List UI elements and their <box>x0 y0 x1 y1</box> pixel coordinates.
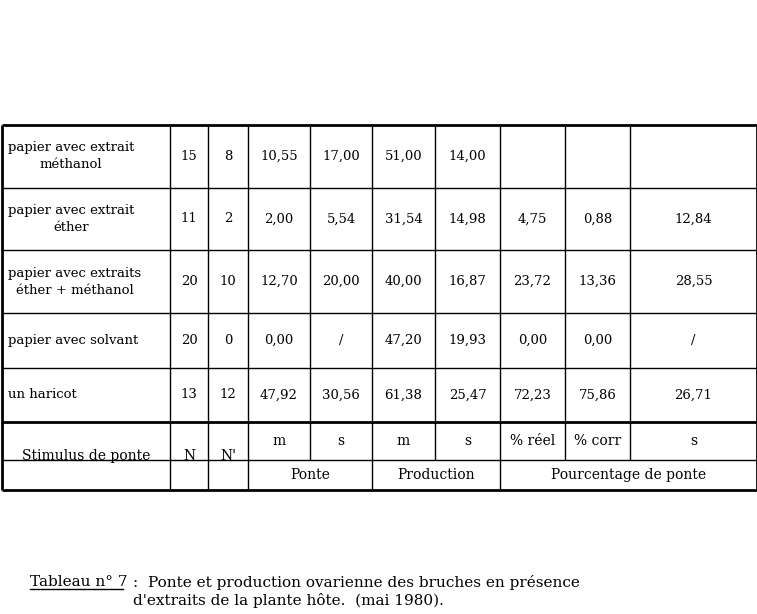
Text: 19,93: 19,93 <box>448 334 487 347</box>
Text: 20: 20 <box>181 334 198 347</box>
Text: 28,55: 28,55 <box>674 275 712 288</box>
Text: 8: 8 <box>224 150 232 163</box>
Text: 10,55: 10,55 <box>260 150 298 163</box>
Text: /: / <box>338 334 343 347</box>
Text: 20: 20 <box>181 275 198 288</box>
Text: d'extraits de la plante hôte.  (mai 1980).: d'extraits de la plante hôte. (mai 1980)… <box>133 593 444 608</box>
Text: 0,00: 0,00 <box>518 334 547 347</box>
Text: 0,88: 0,88 <box>583 212 612 225</box>
Text: Ponte: Ponte <box>290 468 330 482</box>
Text: 4,75: 4,75 <box>518 212 547 225</box>
Text: papier avec extrait
méthanol: papier avec extrait méthanol <box>8 141 135 171</box>
Text: 40,00: 40,00 <box>385 275 422 288</box>
Text: 14,98: 14,98 <box>449 212 487 225</box>
Text: 15: 15 <box>181 150 198 163</box>
Text: 12,84: 12,84 <box>674 212 712 225</box>
Text: 26,71: 26,71 <box>674 389 712 402</box>
Text: papier avec solvant: papier avec solvant <box>8 334 139 347</box>
Text: 20,00: 20,00 <box>322 275 360 288</box>
Text: 14,00: 14,00 <box>449 150 486 163</box>
Text: 61,38: 61,38 <box>385 389 422 402</box>
Text: s: s <box>338 434 344 448</box>
Text: 17,00: 17,00 <box>322 150 360 163</box>
Text: m: m <box>273 434 285 448</box>
Text: 0,00: 0,00 <box>264 334 294 347</box>
Text: 23,72: 23,72 <box>513 275 551 288</box>
Text: m: m <box>397 434 410 448</box>
Text: papier avec extrait
éther: papier avec extrait éther <box>8 204 135 234</box>
Text: 10: 10 <box>220 275 236 288</box>
Text: N: N <box>183 449 195 463</box>
Text: 2: 2 <box>224 212 232 225</box>
Text: 31,54: 31,54 <box>385 212 422 225</box>
Text: % corr: % corr <box>574 434 621 448</box>
Text: 13: 13 <box>181 389 198 402</box>
Text: 72,23: 72,23 <box>513 389 551 402</box>
Text: 30,56: 30,56 <box>322 389 360 402</box>
Text: 47,20: 47,20 <box>385 334 422 347</box>
Text: Pourcentage de ponte: Pourcentage de ponte <box>551 468 706 482</box>
Text: 2,00: 2,00 <box>264 212 294 225</box>
Text: s: s <box>690 434 697 448</box>
Text: 0,00: 0,00 <box>583 334 612 347</box>
Text: 12,70: 12,70 <box>260 275 298 288</box>
Text: 25,47: 25,47 <box>449 389 487 402</box>
Text: 0: 0 <box>224 334 232 347</box>
Text: papier avec extraits
éther + méthanol: papier avec extraits éther + méthanol <box>8 266 141 297</box>
Text: s: s <box>464 434 471 448</box>
Text: :  Ponte et production ovarienne des bruches en présence: : Ponte et production ovarienne des bruc… <box>133 575 580 590</box>
Text: N': N' <box>220 449 236 463</box>
Text: 47,92: 47,92 <box>260 389 298 402</box>
Text: Tableau n° 7: Tableau n° 7 <box>30 575 127 589</box>
Text: 75,86: 75,86 <box>578 389 616 402</box>
Text: 12: 12 <box>220 389 236 402</box>
Text: 16,87: 16,87 <box>449 275 487 288</box>
Text: 5,54: 5,54 <box>326 212 356 225</box>
Text: 51,00: 51,00 <box>385 150 422 163</box>
Text: 11: 11 <box>181 212 198 225</box>
Text: un haricot: un haricot <box>8 389 76 402</box>
Text: Production: Production <box>397 468 475 482</box>
Text: 13,36: 13,36 <box>578 275 616 288</box>
Text: Stimulus de ponte: Stimulus de ponte <box>22 449 150 463</box>
Text: /: / <box>691 334 696 347</box>
Text: % réel: % réel <box>510 434 555 448</box>
